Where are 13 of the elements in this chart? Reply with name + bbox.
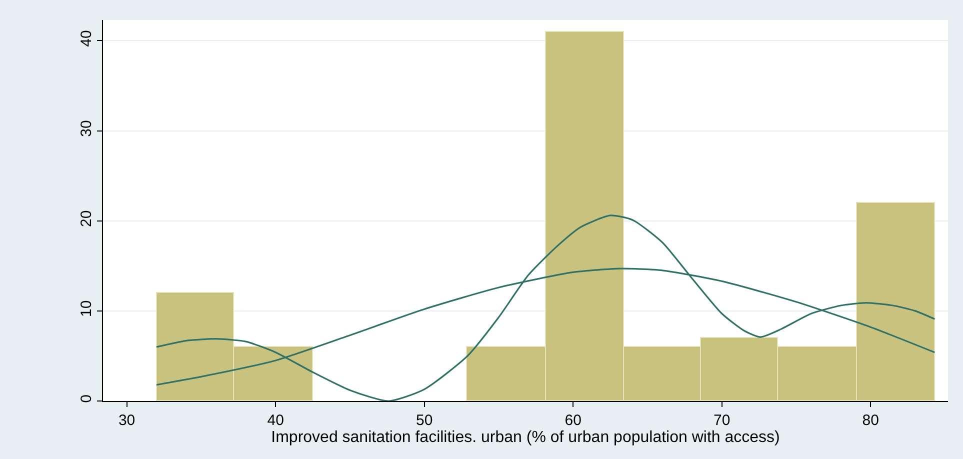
y-tick-label: 30 [78,120,95,137]
x-tick-label: 60 [564,412,582,429]
y-tick-label: 20 [78,210,95,227]
y-tick-label: 40 [78,30,95,47]
x-axis-title: Improved sanitation facilities. urban (% of urban population with access) [271,429,780,446]
x-tick-label: 80 [862,412,879,429]
line-series [156,214,936,401]
x-tick-label: 50 [416,412,433,429]
x-tick-label: 30 [118,412,136,429]
y-tick-label: 10 [78,300,95,318]
x-tick-label: 70 [714,412,730,429]
y-tick-label: 0 [78,394,95,403]
x-tick-label: 40 [267,412,284,429]
